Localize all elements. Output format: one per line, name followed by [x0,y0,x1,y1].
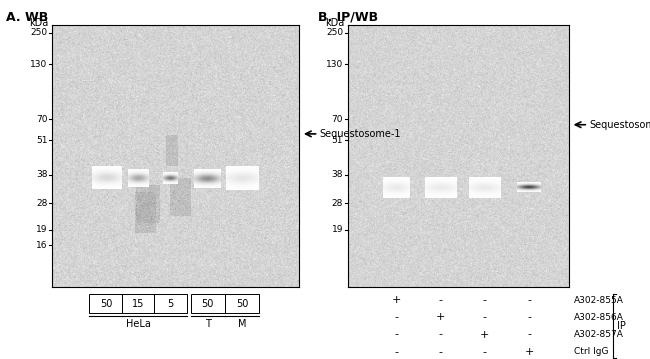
Text: 38: 38 [36,170,47,179]
Text: -: - [527,330,531,340]
Text: +: + [436,312,445,322]
Text: 51: 51 [36,136,47,145]
Text: A302-855A: A302-855A [574,295,624,305]
Text: 50: 50 [100,299,112,308]
Text: A302-857A: A302-857A [574,330,624,339]
Text: T: T [205,319,211,329]
Text: Sequestosome-1: Sequestosome-1 [320,129,401,139]
Text: Ctrl IgG: Ctrl IgG [574,347,608,356]
Text: +: + [480,330,489,340]
Text: 50: 50 [202,299,214,308]
Text: A302-856A: A302-856A [574,313,624,322]
Text: -: - [483,312,487,322]
Text: IP: IP [617,321,626,331]
Text: 19: 19 [332,225,343,234]
Text: 38: 38 [332,170,343,179]
Text: -: - [439,347,443,357]
Text: 130: 130 [30,60,47,69]
Text: -: - [527,295,531,305]
Text: -: - [439,295,443,305]
Text: -: - [395,330,398,340]
Text: -: - [395,347,398,357]
Text: 28: 28 [36,199,47,208]
Text: -: - [395,312,398,322]
Text: kDa: kDa [325,18,344,28]
Text: 5: 5 [168,299,174,308]
Text: HeLa: HeLa [126,319,151,329]
Text: +: + [525,347,534,357]
Text: 250: 250 [31,28,47,37]
Text: 50: 50 [236,299,248,308]
Text: B. IP/WB: B. IP/WB [318,11,378,24]
Text: 51: 51 [332,136,343,145]
Text: Sequestosome-1: Sequestosome-1 [590,120,650,130]
Text: kDa: kDa [29,18,49,28]
Text: 15: 15 [132,299,145,308]
Text: -: - [483,295,487,305]
Text: -: - [483,347,487,357]
Text: -: - [527,312,531,322]
Text: 28: 28 [332,199,343,208]
Text: -: - [439,330,443,340]
Text: A. WB: A. WB [6,11,49,24]
Text: 250: 250 [326,28,343,37]
Text: 70: 70 [332,115,343,124]
Text: M: M [238,319,246,329]
Text: +: + [392,295,401,305]
Text: 70: 70 [36,115,47,124]
Text: 16: 16 [36,241,47,250]
Text: 130: 130 [326,60,343,69]
Text: 19: 19 [36,225,47,234]
